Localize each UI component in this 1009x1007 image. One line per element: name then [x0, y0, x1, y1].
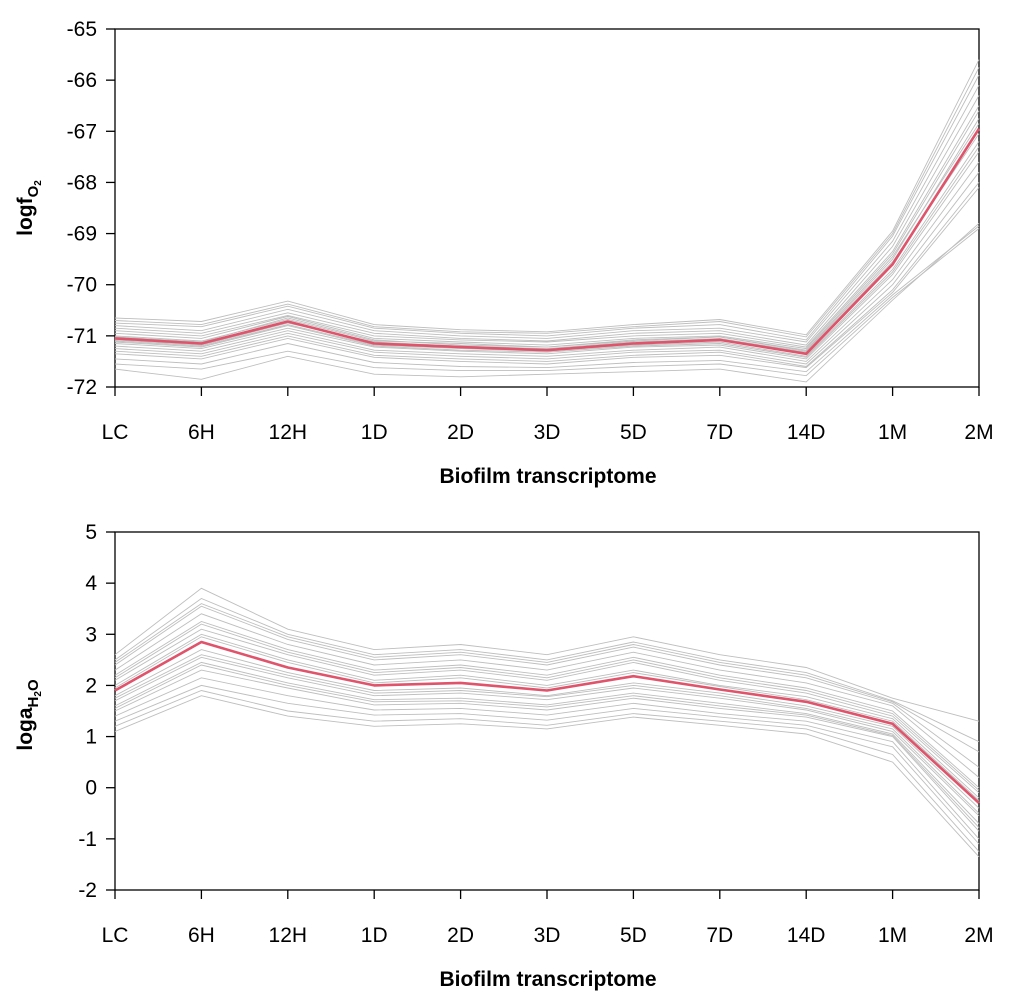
bottom-x-tick-label: 5D — [620, 924, 647, 947]
top-highlight-series-line — [114, 128, 981, 356]
top-y-axis-title-main: logf — [14, 196, 37, 235]
bottom-y-tick-label: 2 — [85, 674, 97, 697]
bottom-background-series-line — [114, 684, 980, 845]
bottom-background-series-line — [114, 621, 980, 789]
top-y-tick-label: -71 — [67, 325, 97, 348]
top-y-tick-label: -65 — [67, 18, 97, 41]
bottom-background-series-line — [114, 597, 980, 743]
top-background-series-line — [114, 105, 980, 348]
bottom-x-tick-label: 2D — [447, 924, 474, 947]
top-x-tick-label: 2M — [964, 421, 993, 444]
top-x-tick-label: 5D — [620, 421, 647, 444]
bottom-background-series-line — [114, 690, 980, 852]
top-background-series-line — [114, 151, 980, 360]
bottom-y-tick-label: 1 — [85, 726, 97, 749]
top-y-axis-title: logfO2 — [14, 180, 44, 236]
bottom-background-series-line — [114, 605, 980, 768]
bottom-background-series-line — [114, 654, 980, 814]
top-x-tick-label: 1D — [361, 421, 388, 444]
top-background-series-line — [114, 146, 980, 358]
top-background-series-line — [114, 133, 980, 353]
top-background-series-line — [114, 59, 980, 336]
bottom-x-tick-label: 14D — [787, 924, 826, 947]
bottom-y-tick-label: 3 — [85, 623, 97, 646]
bottom-background-series-line — [114, 623, 980, 791]
bottom-y-tick-label: -2 — [78, 879, 97, 902]
bottom-background-series-line — [114, 677, 980, 840]
top-background-series-line — [114, 222, 980, 383]
bottom-y-axis-title-sub-tail: O — [25, 679, 42, 691]
bottom-y-tick-label: 0 — [85, 777, 97, 800]
bottom-background-series-line — [114, 603, 980, 753]
chart-top-svg: Biofilm transcriptome logfO2 -72 -71 -70 -6… — [14, 18, 994, 488]
bottom-x-tick-label: 7D — [706, 924, 733, 947]
bottom-y-axis-title-subsub: 2 — [33, 691, 44, 697]
top-x-tick-label: 6H — [188, 421, 215, 444]
top-background-series-line — [114, 225, 980, 373]
top-y-tick-label: -70 — [67, 274, 97, 297]
top-background-series-line — [114, 187, 980, 369]
bottom-x-tick-label: 3D — [534, 924, 561, 947]
bottom-y-axis-title: logaH2O — [14, 679, 44, 751]
top-x-tick-label: 3D — [534, 421, 561, 444]
bottom-y-tick-label: 5 — [85, 521, 97, 544]
top-x-tick-label: 2D — [447, 421, 474, 444]
bottom-background-series-line — [114, 656, 980, 817]
bottom-background-series-line — [114, 613, 980, 778]
top-background-series-line — [114, 161, 980, 362]
top-background-series-line — [114, 110, 980, 350]
bottom-x-tick-label: 1M — [878, 924, 907, 947]
top-y-tick-label: -66 — [67, 69, 97, 92]
top-x-tick-label: 7D — [706, 421, 733, 444]
top-y-tick-label: -72 — [67, 376, 97, 399]
bottom-plot-frame — [114, 531, 980, 891]
top-x-tick-label: LC — [102, 421, 129, 444]
top-y-axis-title-subsub: 2 — [33, 180, 44, 186]
top-x-tick-label: 12H — [269, 421, 308, 444]
bottom-highlight-series-line — [114, 640, 980, 805]
bottom-y-axis-title-main: loga — [14, 707, 37, 750]
top-y-tick-label: -68 — [67, 171, 97, 194]
bottom-y-axis-title-sub: H — [25, 697, 42, 708]
bottom-x-tick-label: LC — [102, 924, 129, 947]
bottom-y-tick-label: 4 — [85, 572, 97, 595]
bottom-x-tick-label: 2M — [964, 924, 993, 947]
bottom-background-series-line — [114, 661, 980, 824]
top-x-axis-title: Biofilm transcriptome — [439, 465, 656, 488]
top-background-series-line — [114, 95, 980, 346]
chart-bottom-logah2o: Biofilm transcriptome logaH2O -2 -1 0 1 2 3 4 5… — [0, 503, 1009, 1007]
top-background-series-line — [114, 182, 980, 367]
top-x-tick-label: 14D — [787, 421, 826, 444]
chart-bottom-svg: Biofilm transcriptome logaH2O -2-1012345… — [14, 521, 994, 991]
bottom-background-series-line — [114, 628, 980, 794]
top-background-series-line — [114, 171, 980, 365]
top-y-axis-title-sub: O — [25, 185, 42, 197]
bottom-background-series-line — [114, 669, 980, 832]
bottom-background-series-line — [114, 664, 980, 828]
bottom-x-tick-label: 12H — [269, 924, 308, 947]
bottom-x-axis-title: Biofilm transcriptome — [439, 968, 656, 991]
bottom-background-series-line — [114, 633, 980, 799]
bottom-y-tick-label: -1 — [78, 828, 97, 851]
bottom-background-series-line — [114, 587, 980, 722]
chart-top-logfo2: Biofilm transcriptome logfO2 -72 -71 -70 -6… — [0, 0, 1009, 500]
bottom-x-tick-label: 6H — [188, 924, 215, 947]
bottom-background-series-line — [114, 636, 980, 801]
top-background-series-line — [114, 85, 980, 343]
bottom-x-tick-label: 1D — [361, 924, 388, 947]
top-x-tick-label: 1M — [878, 421, 907, 444]
top-y-tick-label: -67 — [67, 120, 97, 143]
top-background-series-line — [114, 67, 980, 338]
top-background-series-line — [114, 123, 980, 351]
top-y-tick-label: -69 — [67, 223, 97, 246]
bottom-background-series-line — [114, 695, 980, 858]
top-background-series-line — [114, 228, 980, 377]
bottom-background-series-line — [114, 649, 980, 809]
top-background-series-line — [114, 74, 980, 341]
